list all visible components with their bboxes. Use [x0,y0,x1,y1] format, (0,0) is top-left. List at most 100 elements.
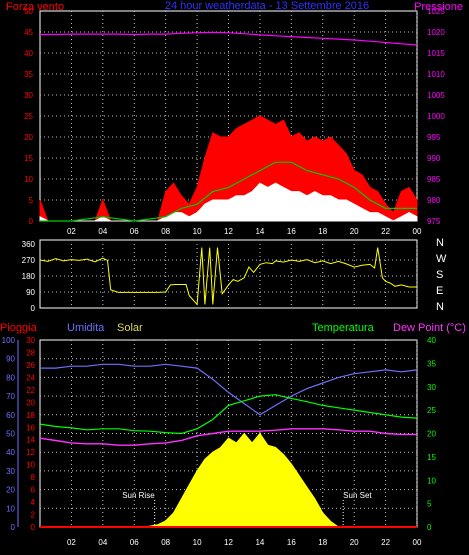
y-tick-label-temperature: 40 [427,336,436,345]
y-tick-label-direction: 180 [22,272,36,281]
y-tick-label-temperature: 25 [427,406,436,415]
solar-series [40,432,417,528]
humidity-label: Umidita [67,322,105,334]
x-tick-label: 04 [98,227,107,236]
y-tick-label-rain: 22 [26,386,35,395]
y-tick-label-humidity: 90 [6,355,15,364]
y-tick-label-pressure: 985 [427,175,441,184]
y-tick-label-temperature: 15 [427,453,436,462]
x-tick-label: 16 [287,227,296,236]
y-tick-label-temperature: 0 [427,523,432,532]
y-tick-label-wind: 40 [24,49,33,58]
y-tick-label-rain: 30 [26,336,35,345]
dew-point-label: Dew Point (°C) [393,322,466,334]
chart-title: 24 hour weatherdata - 13 Settembre 2016 [165,0,369,12]
x-tick-label: 00 [413,227,422,236]
y-tick-label-rain: 8 [31,473,36,482]
x-tick-label: 02 [67,538,76,547]
sunrise-label: Sun Rise [122,491,155,500]
y-tick-label-rain: 12 [26,448,35,457]
y-tick-label-rain: 18 [26,411,35,420]
rain-label: Pioggia [0,322,38,334]
y-tick-label-humidity: 80 [6,373,15,382]
x-tick-label: 06 [130,538,139,547]
compass-label: S [436,269,443,281]
x-tick-label: 06 [130,227,139,236]
pressure-series [40,31,418,46]
y-tick-label-direction: 270 [22,256,36,265]
y-tick-label-humidity: 60 [6,411,15,420]
direction-panel-frame [39,239,418,309]
y-tick-label-temperature: 5 [427,500,432,509]
y-tick-label-temperature: 10 [427,476,436,485]
y-tick-label-pressure: 1010 [427,70,445,79]
y-tick-label-humidity: 100 [2,336,16,345]
y-tick-label-pressure: 1005 [427,91,445,100]
humidity-series [40,363,418,416]
y-tick-label-pressure: 995 [427,133,441,142]
y-tick-label-rain: 14 [26,436,35,445]
x-tick-label: 14 [255,538,264,547]
dew-point-series [39,428,417,446]
wind-smooth-series [40,161,417,222]
compass-label: E [436,285,443,297]
x-tick-label: 16 [287,538,296,547]
y-tick-label-rain: 2 [31,511,36,520]
y-tick-label-rain: 26 [26,361,35,370]
wind-axis-label: Forza vento [6,1,64,13]
x-tick-label: 00 [413,538,422,547]
y-tick-label-temperature: 20 [427,430,436,439]
y-tick-label-humidity: 50 [6,430,15,439]
x-tick-label: 20 [350,227,359,236]
temperature-series [39,394,418,435]
y-tick-label-rain: 28 [26,348,35,357]
y-tick-label-wind: 35 [24,70,33,79]
y-tick-label-pressure: 1025 [427,7,445,16]
compass-label: N [436,301,444,313]
x-tick-label: 10 [193,538,202,547]
wind-gust-series [39,115,418,222]
y-tick-label-humidity: 20 [6,486,15,495]
y-tick-label-wind: 5 [29,196,34,205]
x-tick-label: 12 [224,538,233,547]
y-tick-label-direction: 90 [26,288,35,297]
y-tick-label-rain: 24 [26,373,35,382]
y-tick-label-rain: 4 [31,498,36,507]
y-tick-label-humidity: 0 [11,523,16,532]
y-tick-label-humidity: 70 [6,392,15,401]
x-tick-label: 02 [67,227,76,236]
y-tick-label-humidity: 30 [6,467,15,476]
y-tick-label-humidity: 40 [6,448,15,457]
x-tick-label: 18 [318,227,327,236]
y-tick-label-wind: 50 [24,7,33,16]
y-tick-label-temperature: 30 [427,383,436,392]
y-tick-label-pressure: 980 [427,196,441,205]
y-tick-label-humidity: 10 [6,504,15,513]
compass-label: W [436,253,447,265]
sunset-label: Sun Set [343,491,372,500]
y-tick-label-rain: 6 [31,486,36,495]
y-tick-label-wind: 10 [24,175,33,184]
compass-label: N [436,237,444,249]
y-tick-label-pressure: 1020 [427,28,445,37]
x-tick-label: 22 [381,227,390,236]
y-tick-label-direction: 360 [22,240,36,249]
y-tick-label-direction: 0 [31,304,36,313]
y-tick-label-wind: 20 [24,133,33,142]
y-tick-label-wind: 25 [24,112,33,121]
x-tick-label: 22 [381,538,390,547]
y-tick-label-pressure: 1015 [427,49,445,58]
x-tick-label: 08 [161,227,170,236]
pressure-axis-label: Pressione [414,1,463,13]
y-tick-label-temperature: 35 [427,359,436,368]
wind-direction-series [39,247,417,306]
y-tick-label-wind: 30 [24,91,33,100]
y-tick-label-wind: 0 [29,217,34,226]
y-tick-label-pressure: 1000 [427,112,445,121]
wind-average-series [39,182,418,222]
x-tick-label: 14 [255,227,264,236]
